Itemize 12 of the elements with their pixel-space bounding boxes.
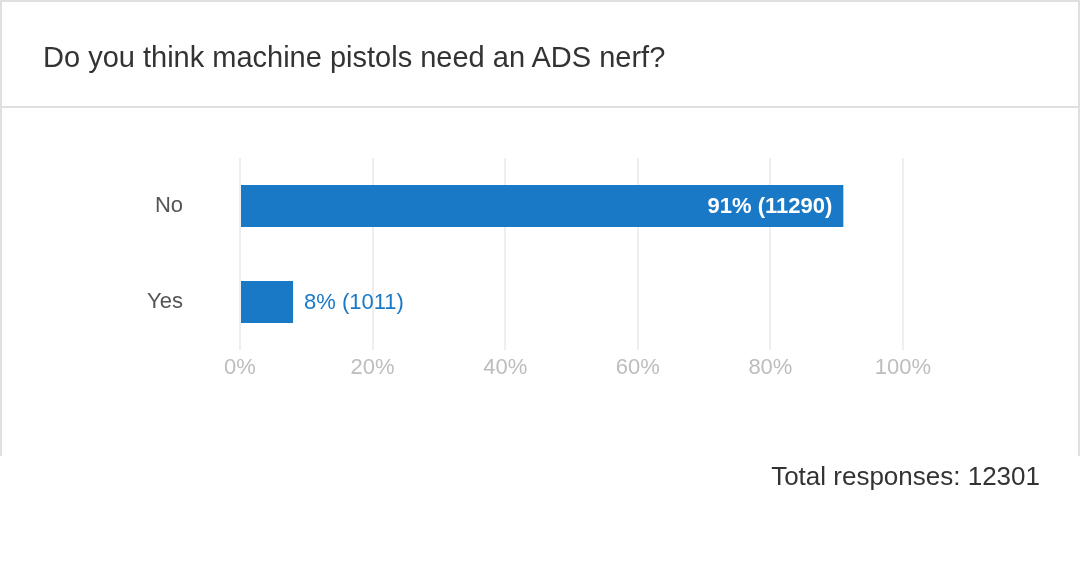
- y-tick-label: No: [154, 192, 183, 218]
- data-label: 8% (1011): [304, 289, 404, 315]
- x-tick-label: 0%: [224, 354, 256, 380]
- x-tick-label: 40%: [483, 354, 528, 380]
- x-tick-label: 100%: [874, 354, 932, 380]
- x-tick-label: 20%: [350, 354, 395, 380]
- y-tick-label: Yes: [147, 288, 183, 314]
- chart-title: Do you think machine pistols need an ADS nerf?: [43, 40, 666, 74]
- x-tick-label: 80%: [748, 354, 793, 380]
- text: Total responses: 12301: [771, 461, 1040, 491]
- x-tick-label: 60%: [615, 354, 660, 380]
- data-label: 91% (11290): [707, 193, 833, 219]
